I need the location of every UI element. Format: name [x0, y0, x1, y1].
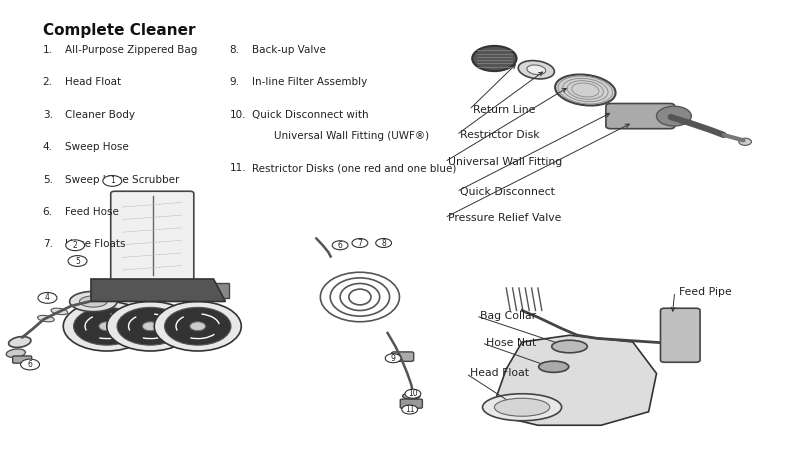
Text: 7.: 7. [43, 239, 53, 249]
Text: Universal Wall Fitting: Universal Wall Fitting [448, 157, 562, 167]
Text: 6: 6 [28, 360, 32, 369]
Polygon shape [91, 279, 225, 302]
FancyBboxPatch shape [660, 308, 700, 362]
Text: Complete Cleaner: Complete Cleaner [43, 22, 195, 37]
Text: 4.: 4. [43, 142, 53, 152]
Circle shape [376, 238, 392, 248]
Circle shape [402, 405, 418, 414]
Text: 5.: 5. [43, 175, 53, 184]
FancyBboxPatch shape [111, 191, 194, 286]
FancyBboxPatch shape [212, 283, 229, 298]
Text: 3.: 3. [43, 110, 53, 120]
Text: Universal Wall Fitting (UWF®): Universal Wall Fitting (UWF®) [274, 131, 429, 141]
Text: Restrictor Disk: Restrictor Disk [460, 130, 540, 140]
FancyBboxPatch shape [392, 352, 414, 361]
FancyBboxPatch shape [400, 399, 422, 408]
Text: In-line Filter Assembly: In-line Filter Assembly [252, 77, 367, 87]
Circle shape [190, 322, 206, 331]
Text: Return Line: Return Line [473, 105, 536, 115]
Circle shape [68, 256, 87, 266]
Text: 1: 1 [110, 176, 115, 185]
Text: 9.: 9. [229, 77, 240, 87]
Circle shape [352, 238, 368, 248]
Ellipse shape [494, 398, 550, 416]
Ellipse shape [518, 61, 554, 79]
Ellipse shape [6, 349, 25, 357]
Ellipse shape [539, 361, 569, 373]
Text: 11.: 11. [229, 163, 246, 173]
Text: Restrictor Disks (one red and one blue): Restrictor Disks (one red and one blue) [252, 163, 456, 173]
Circle shape [63, 302, 150, 351]
Text: Bag Collar: Bag Collar [480, 311, 536, 321]
Text: 6.: 6. [43, 207, 53, 217]
Circle shape [405, 389, 421, 398]
Polygon shape [490, 335, 657, 425]
Circle shape [154, 302, 241, 351]
Ellipse shape [555, 74, 615, 106]
Circle shape [99, 322, 115, 331]
Circle shape [74, 307, 140, 345]
Text: Back-up Valve: Back-up Valve [252, 45, 325, 55]
Text: Cleaner Body: Cleaner Body [65, 110, 134, 120]
Ellipse shape [403, 393, 420, 399]
Ellipse shape [527, 65, 546, 75]
Text: Pressure Relief Valve: Pressure Relief Valve [448, 213, 562, 223]
Text: All-Purpose Zippered Bag: All-Purpose Zippered Bag [65, 45, 197, 55]
Text: 10.: 10. [229, 110, 246, 120]
Text: 2.: 2. [43, 77, 53, 87]
Text: Quick Disconnect: Quick Disconnect [460, 187, 555, 197]
Text: Sweep Hose: Sweep Hose [65, 142, 129, 152]
Text: 5: 5 [75, 256, 80, 266]
FancyBboxPatch shape [13, 356, 32, 363]
Text: 8.: 8. [229, 45, 240, 55]
Circle shape [385, 354, 401, 363]
Text: 8: 8 [381, 238, 386, 248]
Ellipse shape [9, 337, 31, 347]
Circle shape [739, 138, 751, 145]
Circle shape [66, 240, 85, 251]
Text: 11: 11 [405, 405, 414, 414]
Ellipse shape [552, 340, 587, 353]
Circle shape [38, 292, 57, 303]
Text: 4: 4 [45, 293, 50, 302]
Text: 6: 6 [338, 241, 343, 250]
Text: 9: 9 [391, 354, 396, 363]
Circle shape [107, 302, 194, 351]
Ellipse shape [51, 308, 68, 315]
Circle shape [117, 307, 184, 345]
Text: Quick Disconnect with: Quick Disconnect with [252, 110, 368, 120]
Circle shape [21, 359, 40, 370]
Text: 10: 10 [408, 389, 418, 398]
Text: 2: 2 [73, 241, 78, 250]
Text: Head Float: Head Float [470, 369, 529, 378]
Text: Feed Hose: Feed Hose [65, 207, 119, 217]
FancyBboxPatch shape [606, 104, 675, 129]
Text: Hose Floats: Hose Floats [65, 239, 125, 249]
Text: Head Float: Head Float [65, 77, 121, 87]
Circle shape [142, 322, 158, 331]
Text: Feed Pipe: Feed Pipe [679, 287, 732, 297]
Text: 7: 7 [358, 238, 362, 248]
Text: Sweep Hose Scrubber: Sweep Hose Scrubber [65, 175, 180, 184]
Ellipse shape [70, 292, 117, 311]
Text: Hose Nut: Hose Nut [486, 338, 536, 348]
Circle shape [332, 241, 348, 250]
Circle shape [165, 307, 231, 345]
Ellipse shape [79, 296, 108, 307]
Ellipse shape [37, 315, 55, 322]
Circle shape [657, 106, 691, 126]
Ellipse shape [483, 394, 562, 421]
Circle shape [472, 46, 517, 71]
Circle shape [103, 176, 122, 186]
Text: 1.: 1. [43, 45, 53, 55]
